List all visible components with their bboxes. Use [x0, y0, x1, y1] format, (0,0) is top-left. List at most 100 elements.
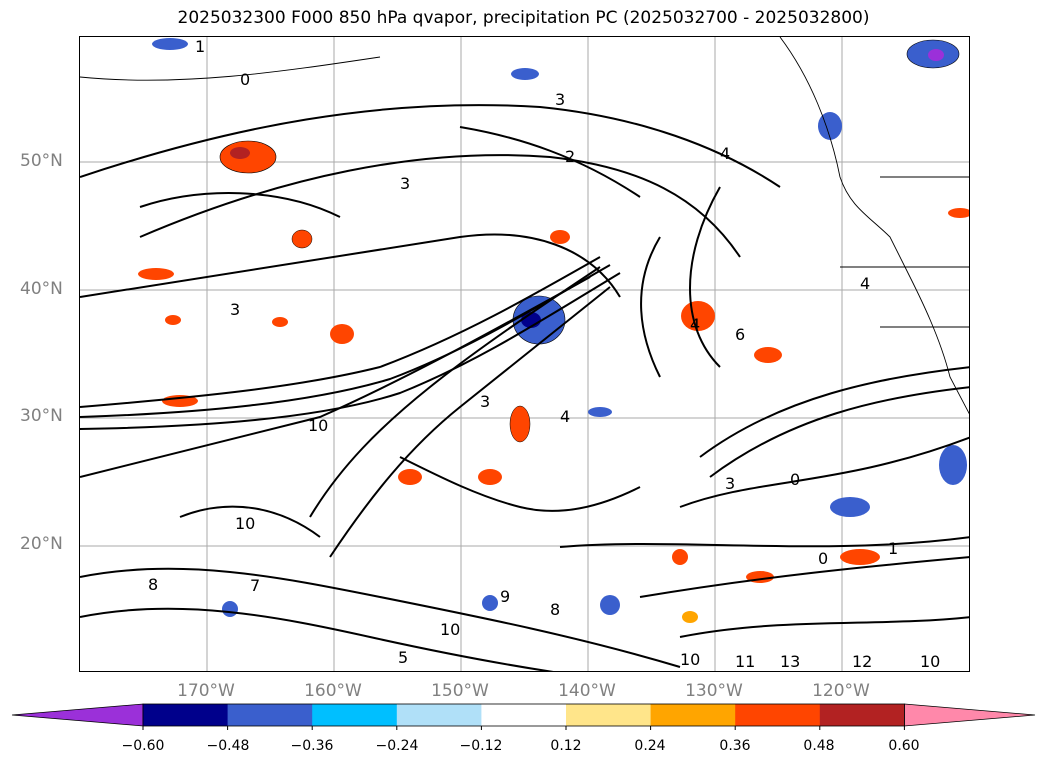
precip-blob: [222, 601, 238, 617]
contour-line: [399, 456, 641, 512]
contour-line: [709, 386, 969, 478]
coastline-aleutians: [80, 56, 381, 81]
contour-label: 3: [230, 300, 240, 319]
precip-blob: [330, 324, 354, 344]
colorbar-tick-label: −0.12: [459, 738, 503, 754]
precip-blob: [948, 208, 969, 218]
precip-blob: [478, 469, 502, 485]
contour-line: [80, 256, 601, 408]
contour-label: 0: [790, 470, 800, 489]
precip-blob: [840, 549, 880, 565]
contour-line: [139, 192, 341, 218]
contour-line: [309, 266, 601, 518]
lon-label-170w: 170°W: [177, 681, 235, 701]
colorbar-segment: [566, 704, 652, 726]
contour-line: [699, 366, 969, 458]
lat-label-40n: 40°N: [20, 279, 63, 299]
contour-label: 1: [195, 37, 205, 56]
colorbar-tick-label: 0.48: [803, 738, 835, 754]
coastline-north-america: [779, 37, 969, 415]
colorbar-segment: [227, 704, 313, 726]
lon-label-130w: 130°W: [685, 681, 743, 701]
contour-label: 10: [308, 416, 328, 435]
map-panel: 1 0 3 2 3 4 4 3 6 4 4 3 10 10 3 0 0 1 9 …: [79, 36, 970, 672]
colorbar-tick-label: 0.12: [550, 738, 582, 754]
contour-line: [80, 272, 621, 430]
qvapor-contours: [80, 104, 969, 671]
contour-line: [329, 286, 611, 558]
lon-label-160w: 160°W: [304, 681, 362, 701]
precip-blob: [588, 407, 612, 417]
precip-blob: [928, 49, 944, 61]
contour-label: 12: [852, 652, 872, 671]
precip-blob: [230, 147, 250, 159]
contour-label: 4: [690, 315, 700, 334]
precip-blob: [682, 611, 698, 623]
map-canvas: 1 0 3 2 3 4 4 3 6 4 4 3 10 10 3 0 0 1 9 …: [80, 37, 969, 671]
contour-line: [679, 436, 969, 508]
contour-label: 8: [148, 575, 158, 594]
contour-line: [139, 154, 741, 258]
precip-blob: [550, 230, 570, 244]
contour-label: 10: [680, 650, 700, 669]
contour-label: 3: [555, 90, 565, 109]
precip-blob: [272, 317, 288, 327]
colorbar: [11, 703, 1036, 730]
contour-line: [689, 186, 721, 368]
precip-blob: [138, 268, 174, 280]
contour-label: 3: [400, 174, 410, 193]
contour-label: 0: [240, 70, 250, 89]
lat-label-50n: 50°N: [20, 151, 63, 171]
contour-line: [80, 567, 681, 668]
contour-label: 2: [565, 147, 575, 166]
precip-blob: [672, 549, 688, 565]
contour-label: 10: [920, 652, 940, 671]
colorbar-extension-high: [904, 703, 1036, 727]
colorbar-tick-label: −0.60: [121, 738, 165, 754]
contour-line: [80, 233, 621, 298]
colorbar-segment: [312, 704, 398, 726]
contour-labels: 1 0 3 2 3 4 4 3 6 4 4 3 10 10 3 0 0 1 9 …: [148, 37, 940, 671]
contour-line: [80, 276, 591, 478]
colorbar-tick-label: 0.36: [719, 738, 751, 754]
contour-label: 7: [250, 576, 260, 595]
contour-label: 11: [735, 652, 755, 671]
contour-line: [80, 607, 554, 671]
colorbar-segment: [735, 704, 821, 726]
contour-line: [640, 236, 661, 378]
contour-label: 4: [860, 274, 870, 293]
precip-blob: [152, 38, 188, 50]
graticule: [80, 37, 969, 671]
lat-label-30n: 30°N: [20, 406, 63, 426]
chart-title: 2025032300 F000 850 hPa qvapor, precipit…: [177, 8, 870, 28]
precip-blob: [939, 445, 967, 485]
precip-blob: [830, 497, 870, 517]
contour-label: 0: [818, 549, 828, 568]
colorbar-segment: [650, 704, 736, 726]
colorbar-segment: [819, 704, 905, 726]
contour-line: [639, 556, 969, 598]
colorbar-tick-label: −0.24: [375, 738, 419, 754]
precip-blob: [511, 68, 539, 80]
colorbar-tick-label: −0.48: [206, 738, 250, 754]
contour-label: 5: [398, 648, 408, 667]
colorbar-segment: [481, 704, 567, 726]
precip-blob: [509, 405, 531, 443]
contour-line: [679, 616, 969, 638]
colorbar-tick-label: 0.60: [888, 738, 920, 754]
precipitation-shading: [138, 38, 969, 623]
contour-label: 10: [235, 514, 255, 533]
precip-blob: [482, 595, 498, 611]
colorbar-frame: [142, 703, 905, 727]
contour-line: [179, 505, 321, 538]
precip-blob: [165, 315, 181, 325]
colorbar-segment: [143, 704, 229, 726]
contour-label: 13: [780, 652, 800, 671]
precip-blob: [291, 229, 313, 249]
contour-label: 10: [440, 620, 460, 639]
colorbar-extension-low: [11, 703, 144, 727]
lon-label-150w: 150°W: [431, 681, 489, 701]
colorbar-segment: [396, 704, 482, 726]
lon-label-140w: 140°W: [558, 681, 616, 701]
contour-line: [80, 104, 781, 188]
